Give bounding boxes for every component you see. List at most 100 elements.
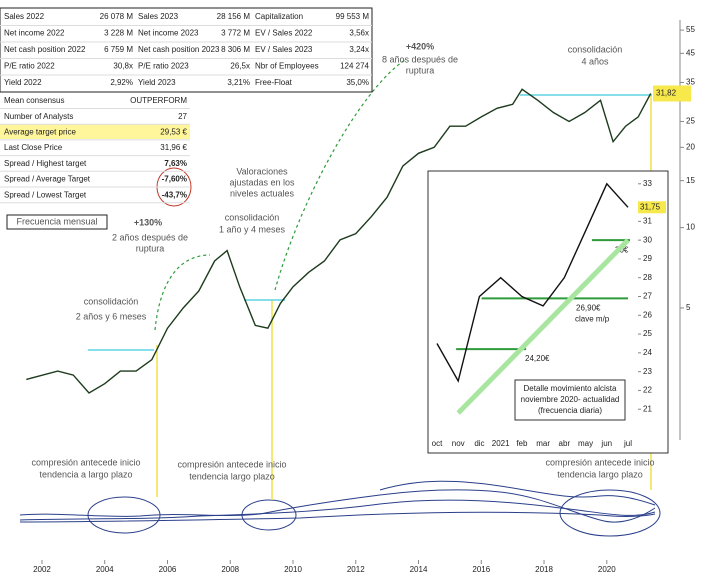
cell-value: 28 156 M	[217, 12, 251, 21]
compression-note: compresión antecede inicio	[31, 457, 140, 467]
compression-ellipses	[87, 489, 661, 537]
y-tick-label: 26	[643, 310, 652, 319]
compression-note: tendencia largo plazo	[557, 469, 643, 479]
cell-label: Net cash position 2022	[4, 45, 86, 54]
y-tick-label: 5	[686, 303, 691, 312]
cell-value: OUTPERFORM	[130, 96, 187, 105]
x-tick-label: may	[578, 439, 593, 448]
cell-label: Spread / Average Target	[4, 175, 91, 184]
y-tick-label: 25	[643, 329, 652, 338]
y-tick-label: 45	[686, 48, 695, 57]
cell-value: 2,92%	[110, 78, 133, 87]
x-tick-label: 2008	[221, 565, 239, 574]
cell-value: 3 228 M	[104, 29, 133, 38]
consolidation-note: consolidación	[225, 212, 280, 222]
cell-label: Nbr of Employees	[255, 62, 319, 71]
cell-value: 31,96 €	[160, 143, 187, 152]
gain-label: +130%	[134, 217, 162, 227]
cell-label: Spread / Highest target	[4, 159, 87, 168]
cell-value: 27	[178, 112, 187, 121]
price-marker-label: 31,75	[640, 202, 661, 211]
cell-value: 26,5x	[230, 62, 250, 71]
compression-note: compresión antecede inicio	[545, 457, 654, 467]
trend-channel	[456, 238, 630, 415]
cell-label: Yield 2022	[4, 78, 42, 87]
x-tick-label: mar	[536, 439, 550, 448]
cell-value: -43,7%	[162, 190, 187, 199]
y-tick-label: 30	[643, 235, 652, 244]
x-tick-label: feb	[516, 439, 528, 448]
inset-note: noviembre 2020- actualidad	[521, 395, 620, 404]
y-tick-label: 22	[643, 386, 652, 395]
y-tick-label: 28	[643, 273, 652, 282]
cell-value: 3 772 M	[221, 29, 250, 38]
compression-note: compresión antecede inicio	[177, 459, 286, 469]
x-tick-label: jun	[600, 439, 612, 448]
cell-value: 35,0%	[346, 78, 369, 87]
x-tick-label: oct	[432, 439, 443, 448]
y-tick-label: 25	[686, 117, 695, 126]
cell-value: 124 274	[340, 62, 369, 71]
x-tick-label: 2014	[410, 565, 428, 574]
y-tick-label: 35	[686, 78, 695, 87]
frequency-box	[6, 214, 108, 230]
cell-value: -7,60%	[162, 175, 187, 184]
valuation-note: ajustadas en los	[229, 177, 295, 187]
level-note: clave m/p	[575, 314, 610, 323]
cell-value: 29,53 €	[160, 128, 187, 137]
x-tick-label: 2006	[159, 565, 177, 574]
cell-label: Sales 2023	[138, 12, 179, 21]
cell-value: 3,56x	[349, 29, 369, 38]
cell-value: 8 306 M	[221, 45, 250, 54]
compression-note: tendencia a largo plazo	[39, 469, 132, 479]
cell-label: Mean consensus	[4, 96, 64, 105]
x-tick-label: 2016	[472, 565, 490, 574]
oscillator	[19, 480, 656, 523]
price-marker-box	[638, 201, 666, 214]
cell-label: Last Close Price	[4, 143, 63, 152]
x-tick-label: 2010	[284, 565, 302, 574]
cell-label: Free-Float	[255, 78, 293, 87]
y-tick-label: 24	[643, 348, 652, 357]
gain-note: 2 años después de	[112, 232, 188, 242]
cell-label: Spread / Lowest Target	[4, 190, 87, 199]
cell-label: EV / Sales 2022	[255, 29, 313, 38]
x-tick-label: 2012	[347, 565, 365, 574]
x-tick-label: 2021	[492, 439, 510, 448]
consolidation-note: consolidación	[84, 296, 139, 306]
x-tick-label: 2002	[33, 565, 51, 574]
gain-note: ruptura	[406, 65, 435, 75]
y-tick-label: 21	[643, 404, 652, 413]
cell-label: P/E ratio 2022	[4, 62, 55, 71]
price-line	[436, 182, 629, 383]
x-tick-label: jul	[623, 439, 632, 448]
gain-label: +420%	[406, 41, 434, 51]
cell-label: Net cash position 2023	[138, 45, 220, 54]
consolidation-note: 1 año y 4 meses	[219, 224, 286, 234]
cell-label: Average target price	[4, 128, 76, 137]
cell-value: 30,8x	[113, 62, 133, 71]
cell-label: Capitalization	[255, 12, 303, 21]
y-tick-label: 20	[686, 142, 695, 151]
y-tick-label: 27	[643, 292, 652, 301]
price-marker-box	[653, 85, 691, 102]
cell-value: 3,21%	[227, 78, 250, 87]
y-tick-label: 23	[643, 367, 652, 376]
highlight-row	[0, 124, 190, 139]
cell-label: Yield 2023	[138, 78, 176, 87]
inset-note: (frecuencia diaria)	[538, 406, 602, 415]
gain-arrows	[154, 59, 406, 331]
price-line	[26, 88, 652, 394]
x-tick-label: 2020	[598, 565, 616, 574]
cell-value: 3,24x	[349, 45, 369, 54]
cell-label: P/E ratio 2023	[138, 62, 189, 71]
y-tick-label: 55	[686, 25, 695, 34]
x-tick-label: 2018	[535, 565, 553, 574]
cell-label: Number of Analysts	[4, 112, 73, 121]
cell-value: 26 078 M	[100, 12, 134, 21]
cell-value: 7,63%	[164, 159, 187, 168]
fin-table-frame	[0, 7, 373, 93]
frequency-label: Frecuencia mensual	[16, 216, 97, 226]
y-tick-label: 33	[643, 179, 652, 188]
